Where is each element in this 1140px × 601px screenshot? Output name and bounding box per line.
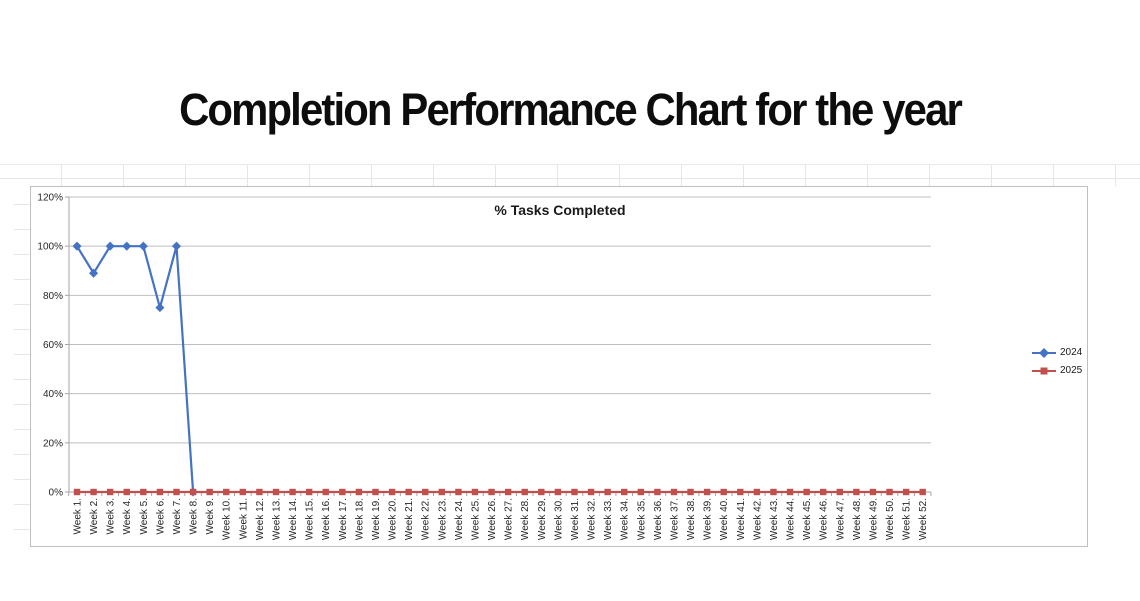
svg-text:Week 32.: Week 32.: [587, 498, 598, 540]
svg-text:Week 8.: Week 8.: [189, 498, 200, 535]
svg-text:Week 15.: Week 15.: [305, 498, 316, 540]
svg-text:Week 35.: Week 35.: [636, 498, 647, 540]
svg-text:120%: 120%: [37, 193, 63, 204]
svg-text:100%: 100%: [37, 242, 63, 253]
line-diamond-marker-icon: [1032, 347, 1056, 358]
svg-text:Week 17.: Week 17.: [338, 498, 349, 540]
svg-text:80%: 80%: [43, 291, 63, 302]
legend-item-2024[interactable]: 2024: [1031, 347, 1089, 358]
svg-text:Week 47.: Week 47.: [835, 498, 846, 540]
svg-text:0%: 0%: [49, 488, 64, 499]
svg-text:Week 2.: Week 2.: [89, 498, 100, 535]
svg-text:Week 16.: Week 16.: [321, 498, 332, 540]
svg-text:20%: 20%: [43, 438, 63, 449]
svg-text:Week 41.: Week 41.: [736, 498, 747, 540]
svg-text:Week 51.: Week 51.: [902, 498, 913, 540]
svg-text:Week 29.: Week 29.: [537, 498, 548, 540]
legend[interactable]: 2024 2025: [1031, 347, 1089, 376]
spreadsheet-gridline: [0, 178, 1140, 179]
svg-text:Week 10.: Week 10.: [222, 498, 233, 540]
svg-text:Week 31.: Week 31.: [570, 498, 581, 540]
legend-label-2025: 2025: [1060, 365, 1083, 376]
svg-text:Week 34.: Week 34.: [620, 498, 631, 540]
svg-text:Week 26.: Week 26.: [487, 498, 498, 540]
spreadsheet-grid-top: [0, 164, 1140, 186]
svg-text:Week 43.: Week 43.: [769, 498, 780, 540]
svg-text:Week 14.: Week 14.: [288, 498, 299, 540]
svg-text:Week 40.: Week 40.: [719, 498, 730, 540]
svg-text:Week 36.: Week 36.: [653, 498, 664, 540]
line-square-marker-icon: [1032, 367, 1056, 374]
page-title: Completion Performance Chart for the yea…: [179, 84, 963, 135]
svg-text:Week 19.: Week 19.: [371, 498, 382, 540]
svg-text:Week 4.: Week 4.: [122, 498, 133, 535]
svg-text:Week 22.: Week 22.: [421, 498, 432, 540]
svg-text:Week 49.: Week 49.: [868, 498, 879, 540]
svg-text:40%: 40%: [43, 389, 63, 400]
svg-text:Week 28.: Week 28.: [520, 498, 531, 540]
chart-object[interactable]: % Tasks Completed 0% 20% 40% 60% 80% 100% 120%…: [30, 186, 1088, 547]
plot-area: 0% 20% 40% 60% 80% 100% 120% Week 1. Week 2. Week…: [37, 193, 932, 540]
spreadsheet-grid-left: [14, 186, 30, 560]
svg-text:Week 12.: Week 12.: [255, 498, 266, 540]
svg-text:Week 1.: Week 1.: [73, 498, 84, 535]
svg-text:60%: 60%: [43, 340, 63, 351]
svg-text:Week 3.: Week 3.: [106, 498, 117, 535]
svg-text:Week 48.: Week 48.: [852, 498, 863, 540]
legend-item-2025[interactable]: 2025: [1031, 365, 1089, 376]
spreadsheet-gridline: [0, 164, 1140, 165]
svg-text:Week 50.: Week 50.: [885, 498, 896, 540]
svg-text:Week 24.: Week 24.: [454, 498, 465, 540]
svg-text:Week 52.: Week 52.: [918, 498, 929, 540]
svg-text:Week 42.: Week 42.: [752, 498, 763, 540]
svg-text:Week 5.: Week 5.: [139, 498, 150, 535]
svg-text:Week 9.: Week 9.: [205, 498, 216, 535]
chart-title: % Tasks Completed: [494, 202, 626, 218]
svg-text:Week 38.: Week 38.: [686, 498, 697, 540]
svg-text:Week 27.: Week 27.: [504, 498, 515, 540]
svg-text:Week 11.: Week 11.: [238, 498, 249, 539]
svg-text:Week 13.: Week 13.: [271, 498, 282, 540]
svg-text:Week 46.: Week 46.: [819, 498, 830, 540]
svg-text:Week 44.: Week 44.: [786, 498, 797, 540]
svg-text:Week 33.: Week 33.: [603, 498, 614, 540]
svg-text:Week 23.: Week 23.: [437, 498, 448, 540]
legend-label-2024: 2024: [1060, 347, 1083, 358]
svg-text:Week 7.: Week 7.: [172, 498, 183, 535]
svg-text:Week 21.: Week 21.: [404, 498, 415, 540]
svg-text:Week 30.: Week 30.: [553, 498, 564, 540]
svg-text:Week 45.: Week 45.: [802, 498, 813, 540]
svg-text:Week 20.: Week 20.: [388, 498, 399, 540]
svg-text:Week 18.: Week 18.: [354, 498, 365, 540]
svg-text:Week 25.: Week 25.: [470, 498, 481, 540]
svg-text:Week 6.: Week 6.: [155, 498, 166, 535]
svg-text:Week 37.: Week 37.: [669, 498, 680, 540]
svg-text:Week 39.: Week 39.: [703, 498, 714, 540]
